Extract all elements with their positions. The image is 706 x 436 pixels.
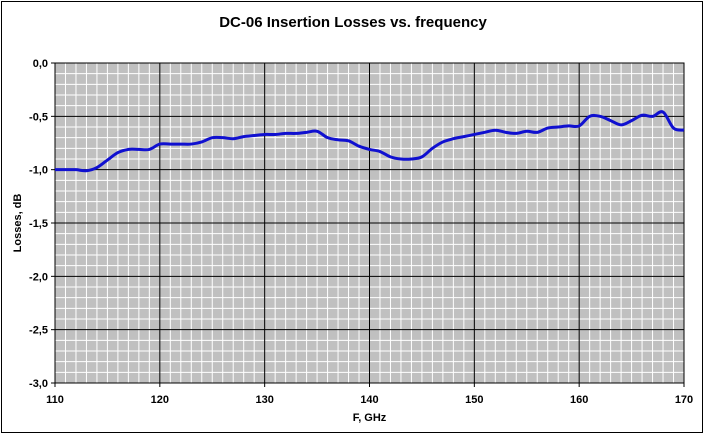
x-tick-label: 160: [570, 394, 588, 406]
y-axis-label: Losses, dB: [12, 194, 24, 253]
x-tick-label: 130: [255, 394, 273, 406]
y-tick-label: -3,0: [29, 378, 48, 390]
x-tick-label: 150: [465, 394, 483, 406]
y-tick-label: -1,0: [29, 165, 48, 177]
y-tick-label: -1,5: [29, 218, 48, 230]
x-tick-label: 170: [675, 394, 693, 406]
x-axis-label: F, GHz: [353, 412, 387, 424]
x-tick-label: 110: [46, 394, 64, 406]
y-tick-label: 0,0: [33, 58, 48, 70]
series-line: [55, 110, 685, 173]
x-tick-label: 120: [151, 394, 169, 406]
y-tick-label: -2,5: [29, 325, 48, 337]
y-tick-label: -2,0: [29, 271, 48, 283]
chart-title: DC-06 Insertion Losses vs. frequency: [219, 14, 487, 31]
x-tick-label: 140: [360, 394, 378, 406]
y-tick-label: -0,5: [29, 111, 48, 123]
